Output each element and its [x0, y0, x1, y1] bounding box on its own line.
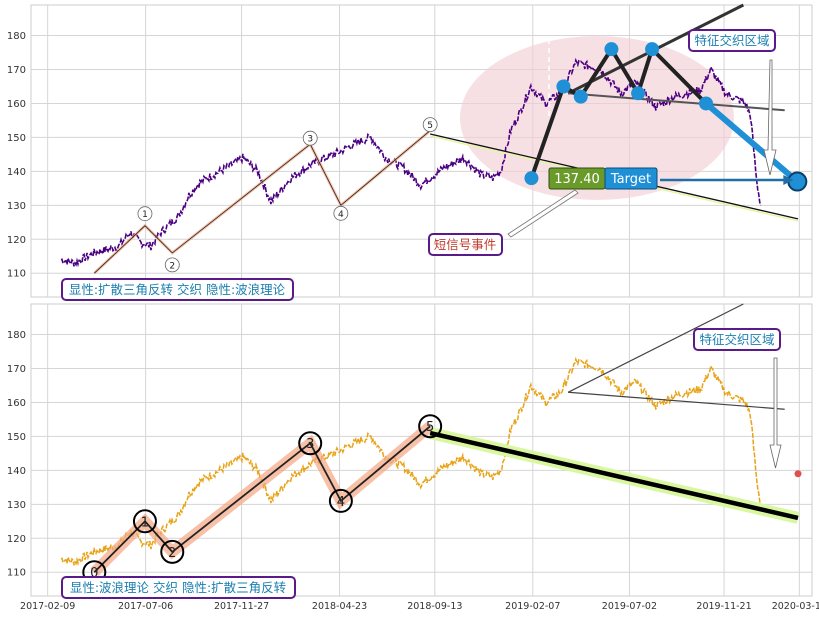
y-tick-label: 160: [7, 99, 26, 110]
price-label: 137.40: [548, 167, 606, 190]
bottom-y-tick-labels: 110 120 130 140 150 160 170 180: [7, 330, 26, 579]
wave-line: [94, 130, 431, 274]
feature-zone-label-bottom: 特征交织区域: [693, 328, 781, 351]
footer-text-top: 显性:扩散三角反转 交织 隐性:波浪理论: [69, 282, 286, 297]
triangle-point-marker: [699, 96, 714, 111]
x-tick-label: 2019-02-07: [505, 601, 560, 612]
triangle-point-marker: [645, 42, 660, 57]
y-tick-label: 150: [7, 133, 26, 144]
triangle-path-segment: [650, 47, 709, 106]
price-line: [60, 356, 762, 567]
triangle-path-segment: [703, 100, 801, 185]
footer-label-bottom: 显性:波浪理论 交织 隐性:扩散三角反转: [61, 576, 296, 599]
triangle-path-segment: [578, 47, 614, 99]
triangle-lower-line: [568, 92, 785, 112]
wave-point-label: 3: [307, 135, 313, 145]
wave-point-label: 1: [141, 515, 149, 530]
short-signal-text: 短信号事件: [434, 237, 497, 252]
x-tick-label: 2018-04-23: [312, 601, 367, 612]
top-y-tick-labels: 110 120 130 140 150 160 170 180: [7, 31, 26, 280]
y-tick-label: 130: [7, 201, 26, 212]
triangle-point-marker: [556, 79, 571, 94]
triangle-point-marker: [573, 89, 588, 104]
x-tick-labels: 2017-02-09 2017-07-06 2017-11-27 2018-04-23…: [20, 601, 819, 612]
y-tick-label: 180: [7, 31, 26, 42]
footer-label-top: 显性:扩散三角反转 交织 隐性:波浪理论: [61, 278, 294, 301]
x-tick-label: 2020-03-13: [772, 601, 819, 612]
y-tick-label: 120: [7, 235, 26, 246]
feature-zone-label-top: 特征交织区域: [688, 29, 776, 52]
feature-zone-pointer: [763, 59, 777, 176]
wave-point-label: 1: [142, 210, 148, 220]
triangle-path-segment: [609, 47, 641, 96]
short-signal-label: 短信号事件: [428, 233, 503, 256]
trend-line: [429, 430, 799, 521]
short-signal-pointer: [507, 189, 579, 238]
x-tick-label: 2017-11-27: [214, 601, 269, 612]
footer-text-bottom: 显性:波浪理论 交织 隐性:扩散三角反转: [70, 580, 286, 595]
y-tick-label: 140: [7, 167, 26, 178]
triangle-upper-line: [567, 303, 744, 393]
triangle-lower-line: [568, 391, 785, 410]
wave-point-marker: [160, 539, 185, 564]
wave-point-marker: [132, 509, 157, 534]
y-tick-label: 150: [7, 432, 26, 443]
triangle-path-segment: [529, 84, 566, 181]
y-tick-label: 180: [7, 330, 26, 341]
y-tick-label: 170: [7, 364, 26, 375]
wave-point-marker: [164, 257, 180, 273]
bottom-overlays: 0 1 2 3 4 5: [82, 303, 802, 585]
triangle-point-marker: [787, 171, 808, 192]
feature-zone-text-top: 特征交织区域: [694, 33, 769, 48]
bottom-annotations: 特征交织区域 显性:波浪理论 交织 隐性:扩散三角反转: [61, 328, 781, 599]
top-annotations: 137.40 Target 特征交织区域 短信号事件 显性:扩散三角反转 交织 …: [61, 29, 776, 301]
y-tick-label: 110: [7, 568, 26, 579]
x-tick-label: 2019-11-21: [696, 601, 751, 612]
y-tick-label: 170: [7, 65, 26, 76]
wave-point-label: 3: [306, 437, 314, 452]
wave-point-marker: [333, 205, 349, 221]
x-tick-label: 2019-07-02: [602, 601, 657, 612]
wave-point-label: 2: [169, 261, 175, 271]
wave-point-marker: [328, 488, 353, 513]
bottom-panel: 110 120 130 140 150 160 170 180 0 1 2 3 4 5 特征交织区域 显…: [7, 303, 813, 599]
feature-zone-text-bottom: 特征交织区域: [699, 332, 774, 347]
triangle-point-marker: [604, 42, 619, 57]
triangle-point-marker: [524, 171, 539, 186]
wave-point-marker: [137, 206, 153, 222]
y-tick-label: 140: [7, 466, 26, 477]
wave-point-marker: [422, 117, 438, 133]
wave-point-label: 5: [427, 121, 433, 131]
target-label: Target: [604, 167, 658, 190]
x-tick-label: 2017-07-06: [118, 601, 173, 612]
wave-point-label: 5: [426, 420, 434, 435]
y-tick-label: 110: [7, 269, 26, 280]
bottom-grid: [31, 304, 812, 596]
triangle-path-segment: [636, 47, 655, 96]
triangle-point-marker: [631, 86, 646, 101]
wave-point-label: 0: [90, 566, 98, 581]
target-label-text: Target: [610, 172, 651, 187]
feature-zone-pointer-bottom: [769, 357, 782, 469]
target-arrow-head: [783, 175, 794, 185]
x-tick-label: 2018-09-13: [407, 601, 462, 612]
x-tick-label: 2017-02-09: [20, 601, 75, 612]
wave-point-marker: [298, 431, 323, 456]
wave-point-label: 2: [168, 546, 176, 561]
end-marker: [794, 470, 802, 478]
wave-point-label: 4: [338, 210, 344, 220]
bottom-price-series: [60, 356, 762, 567]
price-label-text: 137.40: [554, 172, 600, 187]
y-tick-label: 130: [7, 500, 26, 511]
wave-point-label: 4: [337, 495, 345, 510]
y-tick-label: 160: [7, 398, 26, 409]
wave-point-marker: [302, 130, 318, 146]
wave-point-marker: [418, 414, 443, 439]
y-tick-label: 120: [7, 534, 26, 545]
